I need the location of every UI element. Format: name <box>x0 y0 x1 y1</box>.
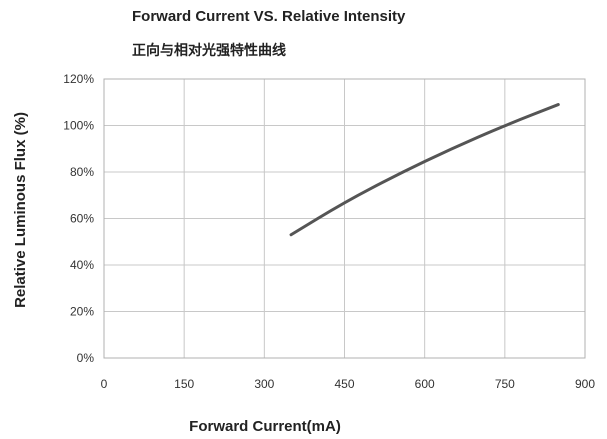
x-tick-label: 150 <box>174 377 194 391</box>
grid <box>104 79 585 358</box>
y-axis-label: Relative Luminous Flux (%) <box>12 112 29 308</box>
x-tick-label: 450 <box>334 377 354 391</box>
x-tick-label: 600 <box>415 377 435 391</box>
y-tick-label: 100% <box>63 119 94 133</box>
x-tick-label: 750 <box>495 377 515 391</box>
x-tick-label: 300 <box>254 377 274 391</box>
y-tick-label: 40% <box>70 258 94 272</box>
x-tick-label: 0 <box>101 377 108 391</box>
y-tick-label: 80% <box>70 165 94 179</box>
y-tick-label: 60% <box>70 212 94 226</box>
y-tick-label: 20% <box>70 305 94 319</box>
y-tick-label: 0% <box>77 351 95 365</box>
y-tick-label: 120% <box>63 72 94 86</box>
x-axis-label: Forward Current(mA) <box>189 418 341 435</box>
x-tick-label: 900 <box>575 377 595 391</box>
